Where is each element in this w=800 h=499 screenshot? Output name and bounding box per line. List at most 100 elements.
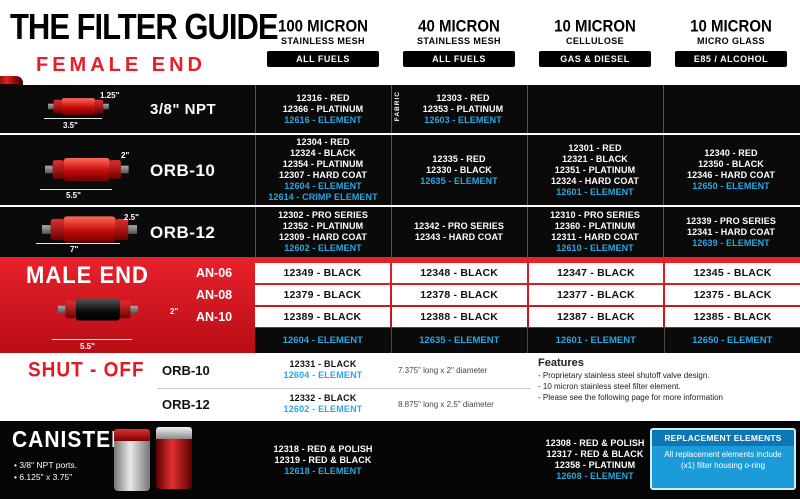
- an06-parts-row: 12349 - BLACK 12348 - BLACK 12347 - BLAC…: [255, 263, 800, 283]
- canister-cap: [156, 427, 192, 439]
- part-line: 12316 - RED: [296, 92, 350, 103]
- parts-cell-38npt-cellulose: [528, 85, 662, 133]
- hex-end-cap: [50, 218, 64, 241]
- part-line: 12332 - BLACK: [289, 393, 357, 403]
- part-number: 12379 - BLACK: [255, 285, 390, 305]
- fuel-type-badge: GAS & DIESEL: [539, 51, 651, 67]
- row-label-shutoff-orb12: ORB-12: [162, 397, 210, 412]
- fitting-nipple: [103, 103, 109, 110]
- part-line: 12308 - RED & POLISH: [545, 438, 645, 448]
- dimension-length: 5.5": [80, 342, 95, 351]
- part-line: 12635 - ELEMENT: [420, 175, 498, 186]
- filter-body: [63, 157, 110, 182]
- features-title: Features: [538, 357, 584, 369]
- part-line: 12608 - ELEMENT: [556, 471, 634, 481]
- part-line: 12304 - RED: [296, 137, 350, 147]
- column-divider: [663, 85, 664, 257]
- product-photo-male-filter: [58, 298, 138, 321]
- parts-cell-orb12-100micron: 12302 - PRO SERIES 12352 - PLATINUM 12309 …: [256, 207, 390, 257]
- part-line: 12610 - ELEMENT: [556, 243, 634, 253]
- part-line: 12319 - RED & BLACK: [274, 454, 372, 465]
- fitting-nipple: [42, 225, 51, 234]
- part-line: 12302 - PRO SERIES: [278, 210, 368, 220]
- column-title: 40 MICRON: [418, 17, 500, 36]
- element-part-number: 12635 - ELEMENT: [392, 328, 528, 353]
- hex-end-cap: [109, 160, 121, 179]
- parts-cell-shutoff-orb12: 12332 - BLACK 12602 - ELEMENT: [256, 389, 390, 419]
- replacement-elements-callout: REPLACEMENT ELEMENTS All replacement ele…: [650, 428, 796, 490]
- part-line: - Please see the following page for more…: [538, 393, 723, 402]
- part-line: 12311 - HARD COAT: [551, 232, 639, 242]
- part-number: 12345 - BLACK: [665, 263, 800, 283]
- column-header-100-micron: 100 MICRON STAINLESS MESH ALL FUELS: [255, 17, 391, 67]
- replacement-elements-title: REPLACEMENT ELEMENTS: [652, 430, 794, 446]
- part-line: 12307 - HARD COAT: [278, 170, 368, 180]
- row-divider: [0, 133, 800, 135]
- column-header-10-micron-micro-glass: 10 MICRON MICRO GLASS E85 / ALCOHOL: [663, 17, 799, 67]
- page-title: THE FILTER GUIDE: [10, 6, 279, 48]
- dimension-line: [52, 339, 132, 340]
- column-subtitle: STAINLESS MESH: [281, 36, 365, 46]
- dimension-height: 2.5": [124, 213, 139, 222]
- canister-section: CANISTER • 3/8" NPT ports. • 6.125" x 3.7…: [0, 421, 800, 499]
- part-line: 12342 - PRO SERIES: [414, 221, 504, 231]
- hex-end-cap: [95, 99, 104, 114]
- row-label-38npt: 3/8" NPT: [150, 101, 217, 118]
- parts-cell-38npt-40micron: 12303 - RED 12353 - PLATINUM 12603 - ELEME…: [400, 85, 526, 133]
- part-line: 12318 - RED & POLISH: [273, 443, 373, 454]
- part-line: 12614 - CRIMP ELEMENT: [268, 192, 378, 202]
- dimension-height: 1.25": [100, 91, 120, 100]
- product-photo-canister-2: [156, 427, 192, 489]
- row-label-an08: AN-08: [196, 288, 233, 302]
- female-end-subtitle: FEMALE END: [36, 54, 206, 76]
- dimension-length: 3.5": [63, 121, 78, 130]
- part-line: 12321 - BLACK: [562, 153, 628, 164]
- an10-parts-row: 12389 - BLACK 12388 - BLACK 12387 - BLAC…: [255, 307, 800, 327]
- parts-cell-canister-100micron: 12318 - RED & POLISH 12319 - RED & BLACK 1…: [256, 421, 390, 499]
- column-subtitle: STAINLESS MESH: [417, 36, 501, 46]
- fitting-nipple: [58, 305, 66, 314]
- fitting-nipple: [45, 165, 53, 174]
- part-line: 12602 - ELEMENT: [284, 243, 362, 253]
- parts-cell-38npt-microglass: [664, 85, 798, 133]
- part-line: 12353 - PLATINUM: [422, 103, 504, 114]
- row-label-an06: AN-06: [196, 266, 233, 280]
- dimension-line: [36, 243, 120, 244]
- part-line: 12616 - ELEMENT: [284, 114, 362, 125]
- element-part-number: 12604 - ELEMENT: [255, 328, 392, 353]
- part-line: 12360 - PLATINUM: [554, 221, 636, 231]
- part-number: 12389 - BLACK: [255, 307, 390, 327]
- part-line: 12602 - ELEMENT: [283, 404, 363, 414]
- row-label-orb12: ORB-12: [150, 223, 216, 242]
- part-line: 12301 - RED: [568, 142, 622, 153]
- part-line: 12604 - ELEMENT: [283, 370, 363, 380]
- part-number: 12349 - BLACK: [255, 263, 390, 283]
- dimension-height: 2": [170, 307, 179, 316]
- fitting-nipple: [120, 165, 129, 174]
- male-elements-row: 12604 - ELEMENT 12635 - ELEMENT 12601 - …: [255, 328, 800, 353]
- part-line: 12650 - ELEMENT: [692, 181, 770, 191]
- parts-cell-shutoff-orb10: 12331 - BLACK 12604 - ELEMENT: [256, 355, 390, 385]
- part-line: 12309 - HARD COAT: [278, 232, 368, 242]
- product-photo-orb12-filter: [42, 216, 137, 243]
- parts-cell-canister-cellulose: 12308 - RED & POLISH 12317 - RED & BLACK 1…: [528, 421, 662, 499]
- product-photo-canister-1: [114, 429, 150, 491]
- column-title: 10 MICRON: [690, 17, 772, 36]
- features-list: - Proprietary stainless steel shutoff va…: [538, 370, 793, 403]
- canister-cap: [114, 429, 150, 441]
- dimension-height: 2": [121, 151, 130, 160]
- part-line: - 10 micron stainless steel filter eleme…: [538, 382, 681, 391]
- part-line: 12331 - BLACK: [289, 359, 357, 369]
- part-line: 12601 - ELEMENT: [556, 186, 634, 197]
- column-header-10-micron-cellulose: 10 MICRON CELLULOSE GAS & DIESEL: [527, 17, 663, 67]
- column-header-40-micron: 40 MICRON STAINLESS MESH ALL FUELS: [391, 17, 527, 67]
- part-line: 12358 - PLATINUM: [554, 460, 636, 470]
- dimension-length: 7": [70, 245, 79, 254]
- part-line: 12354 - PLATINUM: [282, 159, 364, 169]
- fitting-nipple: [130, 305, 138, 314]
- part-line: 12618 - ELEMENT: [284, 465, 362, 476]
- part-number: 12377 - BLACK: [528, 285, 664, 305]
- hex-end-cap: [119, 300, 131, 319]
- male-end-title: MALE END: [26, 261, 149, 289]
- part-line: 12330 - BLACK: [426, 164, 492, 175]
